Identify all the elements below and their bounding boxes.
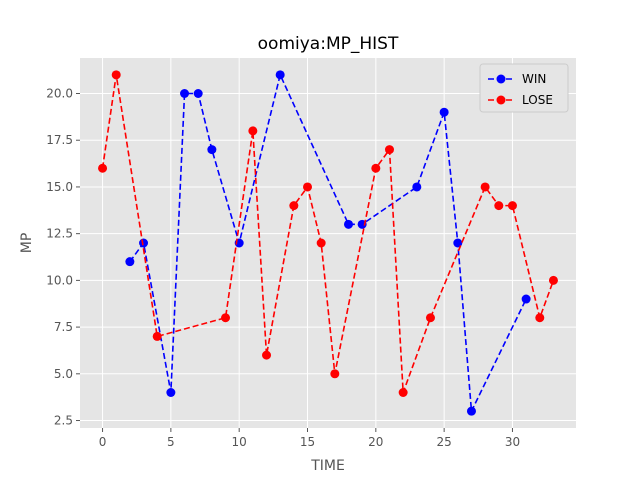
- legend-marker-win: [496, 74, 506, 84]
- data-point-lose: [262, 350, 272, 360]
- data-point-win: [180, 89, 190, 99]
- y-axis-label: MP: [19, 233, 35, 254]
- data-point-lose: [507, 201, 517, 211]
- x-tick-label: 20: [368, 435, 383, 449]
- legend-label-win: WIN: [522, 72, 546, 86]
- data-point-win: [166, 387, 176, 397]
- grid-lines: [80, 58, 576, 428]
- y-tick-label: 15.0: [46, 180, 73, 194]
- x-tick-label: 30: [505, 435, 520, 449]
- x-axis-ticks: 0 5 10 15 20 25 30: [99, 428, 520, 449]
- chart-title: oomiya:MP_HIST: [258, 34, 399, 54]
- x-tick-label: 15: [300, 435, 315, 449]
- data-point-lose: [303, 182, 313, 192]
- data-point-lose: [535, 313, 545, 323]
- data-point-lose: [398, 387, 408, 397]
- data-point-lose: [548, 275, 558, 285]
- y-tick-label: 7.5: [54, 320, 73, 334]
- data-point-lose: [494, 201, 504, 211]
- data-point-win: [193, 89, 203, 99]
- x-tick-label: 0: [99, 435, 107, 449]
- data-point-win: [466, 406, 476, 416]
- y-tick-label: 12.5: [46, 227, 73, 241]
- x-tick-label: 10: [232, 435, 247, 449]
- data-point-win: [275, 70, 285, 80]
- data-point-win: [139, 238, 149, 248]
- series-lose: [98, 70, 558, 397]
- data-point-lose: [316, 238, 326, 248]
- legend: WIN LOSE: [479, 63, 569, 113]
- data-point-lose: [330, 369, 340, 379]
- y-tick-label: 17.5: [46, 133, 73, 147]
- y-tick-label: 20.0: [46, 87, 73, 101]
- series-win: [125, 70, 531, 416]
- y-tick-label: 10.0: [46, 273, 73, 287]
- data-point-win: [125, 257, 135, 267]
- data-point-lose: [384, 145, 394, 155]
- data-point-lose: [425, 313, 435, 323]
- series-layer: [98, 70, 558, 416]
- y-tick-label: 5.0: [54, 367, 73, 381]
- data-point-lose: [152, 331, 162, 341]
- data-point-lose: [221, 313, 231, 323]
- data-point-lose: [480, 182, 490, 192]
- data-point-win: [521, 294, 531, 304]
- y-axis-ticks: 2.5 5.0 7.5 10.0 12.5 15.0 17.5 20.0: [46, 87, 80, 428]
- series-line-win: [129, 72, 527, 415]
- legend-label-lose: LOSE: [522, 93, 553, 107]
- data-point-lose: [111, 70, 121, 80]
- data-point-lose: [371, 163, 381, 173]
- data-point-win: [412, 182, 422, 192]
- data-point-lose: [248, 126, 258, 136]
- data-point-lose: [289, 201, 299, 211]
- x-axis-label: TIME: [310, 458, 345, 474]
- x-tick-label: 25: [437, 435, 452, 449]
- y-tick-label: 2.5: [54, 414, 73, 428]
- x-tick-label: 5: [167, 435, 175, 449]
- plot-area: [80, 58, 576, 428]
- data-point-lose: [98, 163, 108, 173]
- data-point-win: [343, 219, 353, 229]
- data-point-win: [207, 145, 217, 155]
- legend-marker-lose: [496, 95, 506, 105]
- data-point-win: [439, 107, 449, 117]
